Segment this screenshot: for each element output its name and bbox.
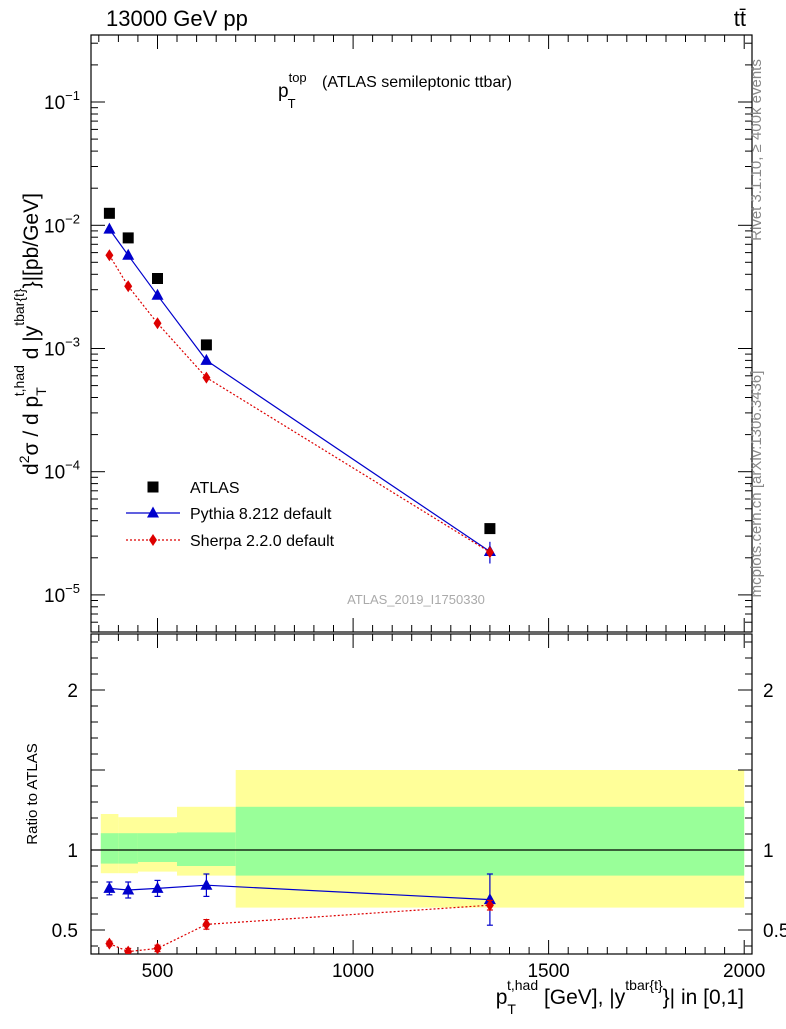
- sherpa-point: [153, 317, 162, 330]
- y-tick-exponent: −3: [65, 335, 80, 350]
- ratio-band-inner: [177, 832, 236, 866]
- ratio-band-inner: [100, 833, 119, 864]
- legend: ATLAS Pythia 8.212 default Sherpa 2.2.0 de…: [126, 480, 335, 550]
- pythia-point: [200, 353, 213, 365]
- y-tick-base: 10: [44, 586, 65, 607]
- legend-sherpa-marker: [149, 534, 157, 546]
- ratio-sherpa-line: [109, 904, 490, 953]
- sherpa-point: [202, 371, 211, 384]
- legend-pythia-label: Pythia 8.212 default: [190, 506, 332, 523]
- ratio-tick-label: 2: [67, 681, 78, 702]
- ratio-bands: [91, 770, 752, 908]
- plot-title-subscript: T: [288, 96, 296, 111]
- ratio-sherpa-point: [124, 945, 133, 954]
- y-tick-base: 10: [44, 463, 65, 484]
- y-tick-exponent: −1: [65, 88, 80, 103]
- pythia-point: [151, 288, 164, 300]
- top-series: [103, 207, 496, 564]
- top-panel-frame: [90, 34, 753, 633]
- y-tick-exponent: −4: [65, 458, 80, 473]
- atlas-point: [152, 273, 163, 284]
- y-tick-exponent: −2: [65, 211, 80, 226]
- ratio-tick-label: 0.5: [763, 921, 786, 942]
- top-axis-ticks: 10−510−410−310−210−1: [44, 35, 752, 632]
- plot-title-text: (ATLAS semileptonic ttbar): [322, 74, 512, 91]
- ratio-panel-frame: [90, 633, 753, 955]
- ratio-tick-label: 0.5: [52, 921, 78, 942]
- sherpa-point: [124, 280, 133, 293]
- plot-title: ptop T (ATLAS semileptonic ttbar): [278, 70, 512, 113]
- x-tick-label: 500: [142, 961, 174, 982]
- side-label-rivet: Rivet 3.1.10, ≥ 400k events: [748, 59, 765, 241]
- pythia-line: [108, 228, 491, 552]
- legend-pythia-marker: [147, 506, 159, 518]
- atlas-point: [122, 232, 134, 244]
- y-tick-label: 10−2: [44, 211, 80, 237]
- ratio-sherpa-point: [153, 942, 162, 954]
- x-tick-label: 1500: [527, 961, 569, 982]
- analysis-id: ATLAS_2019_I1750330: [347, 592, 485, 607]
- pythia-point: [103, 222, 116, 234]
- y-axis-label-ratio: Ratio to ATLAS: [24, 743, 41, 844]
- y-tick-base: 10: [44, 340, 65, 361]
- ratio-tick-label: 2: [763, 681, 774, 702]
- y-tick-label: 10−5: [44, 581, 80, 607]
- atlas-point: [200, 339, 212, 351]
- header-energy: 13000 GeV pp: [106, 6, 248, 31]
- x-axis-label: pTt,had [GeV], |ytbar{t}}| in [0,1]: [496, 977, 744, 1017]
- legend-sherpa-label: Sherpa 2.2.0 default: [190, 533, 335, 550]
- header-process: tt̄: [734, 6, 746, 31]
- ratio-tick-label: 1: [67, 841, 78, 862]
- y-tick-label: 10−1: [44, 88, 80, 114]
- y-tick-base: 10: [44, 216, 65, 237]
- legend-atlas-label: ATLAS: [190, 480, 240, 497]
- ratio-band-inner: [118, 833, 138, 864]
- ratio-pythia-point: [151, 881, 164, 893]
- side-label-site: mcplots.cern.ch [arXiv:1306.3436]: [748, 371, 765, 598]
- atlas-point: [103, 207, 115, 219]
- y-tick-exponent: −5: [65, 581, 80, 596]
- ratio-tick-label: 1: [763, 841, 774, 862]
- ratio-series: [103, 873, 496, 954]
- ratio-sherpa-point: [105, 937, 114, 950]
- sherpa-point: [105, 249, 114, 262]
- y-tick-label: 10−3: [44, 335, 80, 361]
- ratio-band-inner: [137, 833, 177, 862]
- plot-title-variable: p: [278, 81, 289, 102]
- sherpa-line: [108, 254, 491, 553]
- pythia-point: [122, 248, 135, 260]
- ratio-pythia-point: [103, 881, 116, 893]
- legend-atlas-marker: [147, 481, 159, 493]
- ratio-sherpa-point: [202, 918, 211, 931]
- x-tick-label: 1000: [332, 961, 374, 982]
- ratio-pythia-point: [483, 893, 496, 905]
- ratio-pythia-point: [122, 883, 135, 895]
- atlas-point: [484, 523, 496, 535]
- ratio-pythia-point: [200, 878, 213, 890]
- y-tick-label: 10−4: [44, 458, 80, 484]
- x-tick-label: 2000: [723, 961, 765, 982]
- plot-title-superscript: top: [289, 70, 307, 85]
- y-tick-base: 10: [44, 93, 65, 114]
- ratio-sherpa-point: [485, 899, 494, 912]
- sherpa-point: [485, 546, 494, 559]
- ratio-band-inner: [235, 806, 745, 876]
